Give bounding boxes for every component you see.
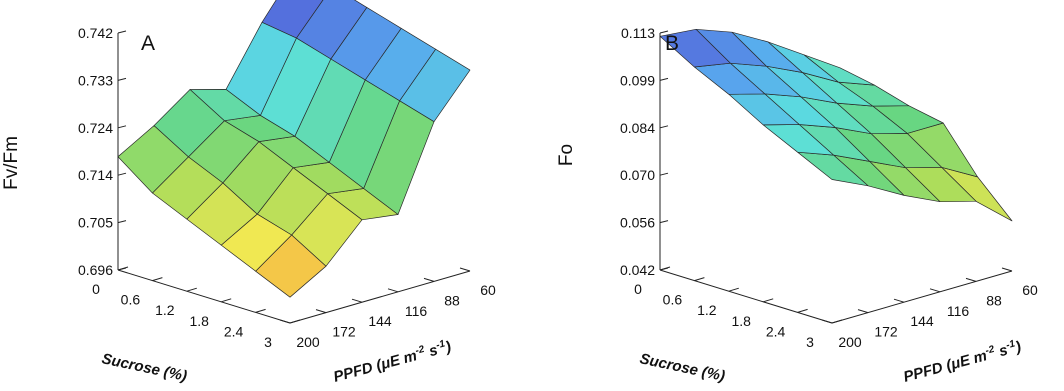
z-tick-label: 0.070 [620, 167, 655, 183]
y-tick-label: 200 [838, 334, 862, 350]
y-tick-label: 116 [405, 303, 428, 319]
y-axis-line [831, 270, 1013, 324]
z-tick [117, 220, 127, 224]
panel-a: 0.696 0.705 0.714 0.724 0.733 0.742 0 0.6 1.2 1.8… [1, 0, 496, 386]
x-axis-line [117, 269, 291, 324]
z-tick-label: 0.042 [620, 262, 655, 278]
z-tick-label: 0.742 [78, 25, 113, 41]
z-tick-label: 0.733 [78, 72, 113, 88]
y-tick-label: 144 [368, 313, 392, 329]
z-tick-label: 0.084 [620, 120, 655, 136]
y-tick [929, 288, 941, 293]
z-tick-label: 0.099 [620, 72, 655, 88]
y-tick-label: 88 [986, 292, 1002, 308]
x-tick-label: 0.6 [121, 292, 141, 308]
x-axis-label-b: Sucrose (%) [638, 350, 726, 385]
x-tick-label: 1.8 [731, 313, 751, 329]
y-tick [351, 298, 363, 303]
y-axis-line [289, 270, 471, 324]
surface-a [117, 0, 471, 298]
y-tick-label: 116 [947, 303, 970, 319]
z-axis-label-b: Fo [556, 144, 577, 166]
x-tick-label: 0 [634, 281, 642, 297]
surface-facet [117, 125, 189, 194]
y-tick [423, 277, 435, 282]
z-tick-label: 0.696 [78, 262, 113, 278]
z-tick [659, 172, 669, 176]
y-tick-label: 144 [910, 313, 934, 329]
x-tick [831, 319, 843, 324]
x-tick [797, 308, 808, 313]
surface-facet [659, 28, 731, 68]
y-tick-label: 200 [296, 334, 320, 350]
z-tick-label: 0.705 [78, 215, 113, 231]
z-tick [117, 172, 127, 176]
axes-a: 0.696 0.705 0.714 0.724 0.733 0.742 0 0.6 1.2 1.8… [78, 25, 496, 350]
y-tick [893, 298, 905, 303]
panel-label-b: B [665, 32, 679, 55]
x-axis-line [659, 269, 833, 324]
x-tick [728, 287, 739, 292]
y-tick [315, 309, 327, 314]
y-tick [965, 277, 977, 282]
x-tick-label: 1.8 [189, 313, 209, 329]
surface-b [659, 28, 1013, 222]
x-tick-label: 0 [92, 281, 100, 297]
z-tick-label: 0.113 [621, 25, 655, 41]
x-tick [289, 319, 301, 324]
x-tick-label: 1.2 [697, 302, 717, 318]
panel-label-a: A [141, 32, 155, 55]
y-tick-label: 88 [444, 292, 460, 308]
y-tick-label: 172 [332, 324, 356, 340]
x-tick [117, 266, 129, 271]
z-tick-label: 0.724 [78, 120, 113, 136]
x-tick [186, 287, 197, 292]
z-axis-label-a: Fv/Fm [1, 136, 22, 190]
y-tick-label: 172 [874, 324, 898, 340]
z-tick [117, 125, 127, 129]
y-tick-label: 60 [1022, 282, 1038, 298]
x-tick-label: 2.4 [766, 323, 786, 339]
z-tick-label: 0.056 [620, 215, 655, 231]
x-tick [763, 298, 774, 303]
x-tick [152, 277, 163, 282]
x-tick-label: 1.2 [155, 302, 175, 318]
z-tick [659, 220, 669, 224]
x-tick [221, 298, 232, 303]
y-axis-label-b: PPFD (μE m-2 s-1) [901, 337, 1023, 386]
y-tick [387, 288, 399, 293]
z-tick [659, 30, 669, 34]
x-tick-label: 3 [806, 334, 814, 350]
x-tick-label: 2.4 [224, 323, 244, 339]
z-tick [659, 125, 669, 129]
y-tick [1001, 267, 1013, 272]
x-tick [255, 308, 266, 313]
x-axis-label-a: Sucrose (%) [100, 350, 188, 385]
z-tick [117, 77, 127, 81]
x-tick-label: 0.6 [663, 292, 683, 308]
y-axis-label-a: PPFD (μE m-2 s-1) [331, 337, 453, 386]
y-tick [821, 319, 833, 324]
x-tick [694, 277, 705, 282]
panel-b: 0.042 0.056 0.070 0.084 0.099 0.113 0 0.6 1.2 1.8… [556, 25, 1038, 386]
z-tick [117, 30, 127, 34]
y-tick-label: 60 [480, 282, 496, 298]
axes-b: 0.042 0.056 0.070 0.084 0.099 0.113 0 0.6 1.2 1.8… [620, 25, 1038, 350]
x-tick-label: 3 [264, 334, 272, 350]
z-tick-label: 0.714 [78, 167, 113, 183]
y-tick [279, 319, 291, 324]
z-tick [659, 77, 669, 81]
y-tick [857, 309, 869, 314]
x-tick [659, 266, 671, 271]
y-tick [459, 267, 471, 272]
